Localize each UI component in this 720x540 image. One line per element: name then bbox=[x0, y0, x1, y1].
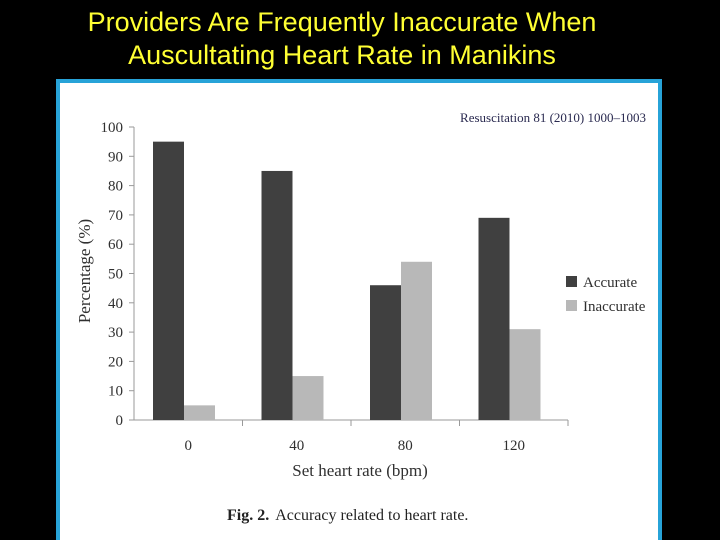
legend-swatch-accurate bbox=[566, 276, 577, 287]
slide-title-line2: Auscultating Heart Rate in Manikins bbox=[128, 40, 556, 70]
slide-title-line1: Providers Are Frequently Inaccurate When bbox=[87, 7, 597, 37]
y-tick-label: 20 bbox=[108, 354, 123, 370]
y-tick-label: 90 bbox=[108, 149, 123, 165]
y-tick-label: 40 bbox=[108, 296, 123, 312]
bar-accurate-40 bbox=[261, 170, 293, 420]
figure-caption: Fig. 2. Accuracy related to heart rate. bbox=[227, 507, 468, 524]
slide-title: Providers Are Frequently Inaccurate When… bbox=[0, 6, 684, 72]
y-axis-title: Percentage (%) bbox=[75, 219, 94, 323]
bar-inaccurate-80 bbox=[401, 261, 432, 420]
figure-caption-label: Fig. 2. bbox=[227, 507, 269, 524]
y-tick-label: 50 bbox=[108, 267, 123, 283]
bar-accurate-120 bbox=[478, 217, 510, 420]
x-tick-label: 0 bbox=[185, 438, 193, 454]
legend-swatch-inaccurate bbox=[566, 300, 577, 311]
x-tick-label: 40 bbox=[289, 438, 304, 454]
bar-accurate-0 bbox=[153, 141, 184, 420]
bar-inaccurate-0 bbox=[184, 405, 215, 420]
legend-label-inaccurate: Inaccurate bbox=[583, 299, 646, 315]
legend-label-accurate: Accurate bbox=[583, 275, 637, 291]
axis-labels: 0 10 20 30 40 50 60 70 80 90 100 0 40 80 120 bbox=[101, 120, 526, 454]
figure-caption-text: Accuracy related to heart rate. bbox=[275, 507, 468, 524]
y-tick-label: 0 bbox=[116, 413, 124, 429]
bar-inaccurate-120 bbox=[509, 329, 541, 420]
y-tick-label: 100 bbox=[101, 120, 124, 136]
y-tick-label: 70 bbox=[108, 208, 123, 224]
bar-inaccurate-40 bbox=[292, 376, 324, 420]
y-tick-label: 80 bbox=[108, 179, 123, 195]
x-tick-label: 80 bbox=[398, 438, 413, 454]
x-axis-title: Set heart rate (bpm) bbox=[292, 461, 427, 480]
bar-accurate-80 bbox=[370, 285, 401, 420]
legend: Accurate Inaccurate bbox=[566, 275, 646, 315]
y-tick-label: 30 bbox=[108, 325, 123, 341]
y-tick-label: 60 bbox=[108, 237, 123, 253]
figure-panel: Resuscitation 81 (2010) 1000–1003 0 10 20 3… bbox=[56, 79, 662, 540]
y-tick-label: 10 bbox=[108, 384, 123, 400]
bars bbox=[153, 141, 541, 420]
bar-chart: Resuscitation 81 (2010) 1000–1003 0 10 20 3… bbox=[75, 110, 646, 524]
citation: Resuscitation 81 (2010) 1000–1003 bbox=[460, 110, 646, 125]
x-tick-label: 120 bbox=[503, 438, 526, 454]
